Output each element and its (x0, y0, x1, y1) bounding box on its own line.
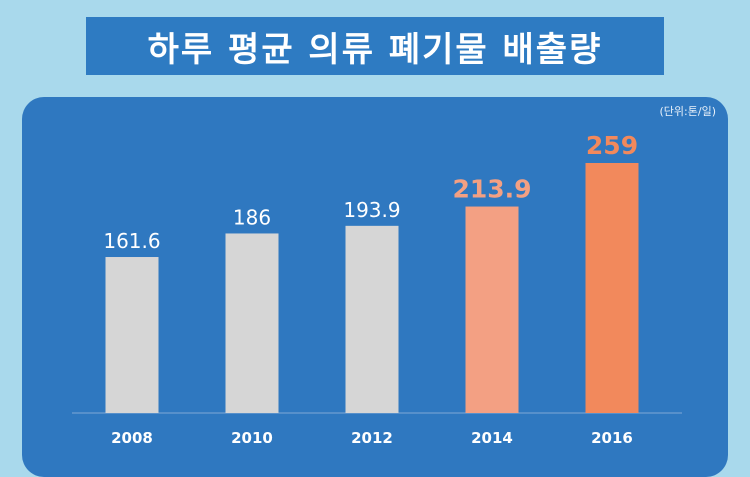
bar-2014 (465, 206, 519, 413)
title-banner: 하루 평균 의류 폐기물 배출량 (86, 17, 664, 75)
x-tick-label-2012: 2012 (351, 429, 393, 447)
bar-2008 (105, 257, 159, 413)
chart-panel: (단위:톤/일) 161.6 2008 186 2010 193.9 2012 213.9 2… (22, 97, 728, 477)
x-tick-label-2008: 2008 (111, 429, 153, 447)
bar-2010 (225, 233, 279, 413)
bar-2016 (585, 163, 639, 413)
value-label-2014: 213.9 (452, 175, 531, 204)
x-tick-label-2014: 2014 (471, 429, 513, 447)
chart-title: 하루 평균 의류 폐기물 배출량 (147, 29, 603, 70)
bar-2012 (345, 225, 399, 413)
value-label-2008: 161.6 (103, 229, 160, 253)
x-tick-label-2016: 2016 (591, 429, 633, 447)
value-label-2012: 193.9 (343, 198, 400, 222)
value-label-2010: 186 (233, 205, 271, 229)
unit-label: (단위:톤/일) (659, 105, 716, 118)
value-label-2016: 259 (586, 131, 638, 160)
bar-chart: 161.6 2008 186 2010 193.9 2012 213.9 2014 259 201… (72, 131, 682, 447)
x-tick-label-2010: 2010 (231, 429, 273, 447)
